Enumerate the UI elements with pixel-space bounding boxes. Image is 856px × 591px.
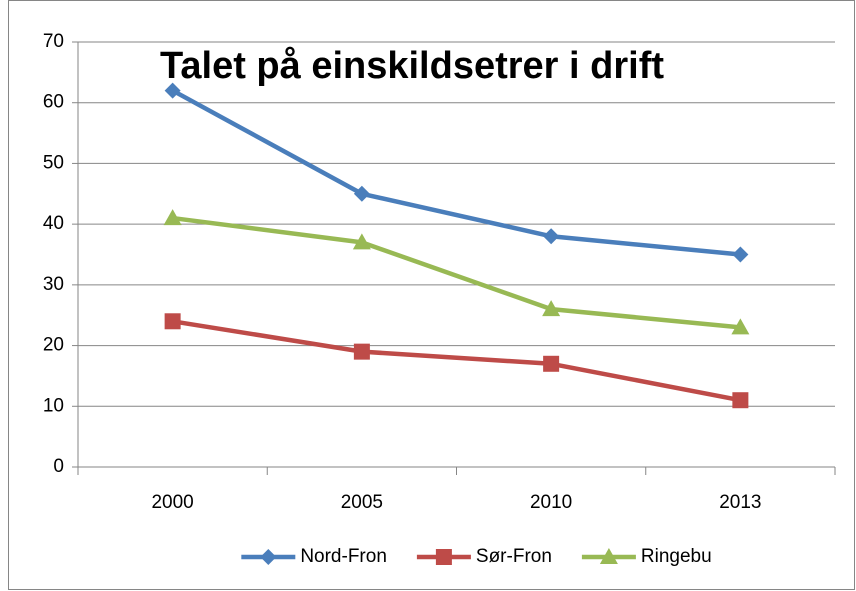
marker-diamond bbox=[164, 82, 181, 99]
x-tick-label: 2010 bbox=[530, 492, 572, 513]
marker-square bbox=[164, 313, 181, 330]
y-tick-label: 10 bbox=[43, 395, 64, 416]
legend-label: Sør-Fron bbox=[476, 546, 552, 567]
marker-triangle bbox=[352, 233, 371, 250]
marker-diamond bbox=[260, 549, 277, 565]
marker-square bbox=[732, 392, 749, 409]
marker-triangle bbox=[731, 318, 750, 335]
chart-title: Talet på einskildsetrer i drift bbox=[160, 45, 664, 87]
x-tick-label: 2000 bbox=[151, 492, 193, 513]
marker-diamond bbox=[732, 246, 749, 263]
marker-triangle bbox=[163, 209, 182, 226]
legend-item: Ringebu bbox=[581, 546, 712, 567]
series-line bbox=[171, 88, 741, 257]
legend-label: Ringebu bbox=[641, 546, 712, 567]
y-tick-label: 60 bbox=[43, 92, 64, 113]
y-tick-label: 0 bbox=[53, 456, 64, 477]
y-tick-label: 40 bbox=[43, 213, 64, 234]
marker-diamond bbox=[543, 228, 560, 245]
series-line bbox=[172, 215, 741, 330]
x-tick-label: 2005 bbox=[341, 492, 383, 513]
y-tick-label: 50 bbox=[43, 152, 64, 173]
marker-diamond bbox=[353, 185, 370, 202]
marker-square bbox=[353, 343, 370, 360]
y-tick-label: 70 bbox=[43, 31, 64, 52]
x-tick-label: 2013 bbox=[719, 492, 761, 513]
y-tick-label: 20 bbox=[43, 335, 64, 356]
marker-triangle bbox=[542, 300, 561, 317]
legend-item: Nord-Fron bbox=[241, 546, 387, 567]
legend-item: Sør-Fron bbox=[416, 546, 552, 567]
marker-square bbox=[543, 355, 560, 372]
marker-triangle bbox=[599, 548, 618, 564]
marker-square bbox=[435, 549, 452, 565]
y-tick-label: 30 bbox=[43, 274, 64, 295]
series-line bbox=[172, 319, 741, 403]
legend-label: Nord-Fron bbox=[300, 546, 387, 567]
chart-border bbox=[8, 0, 855, 590]
